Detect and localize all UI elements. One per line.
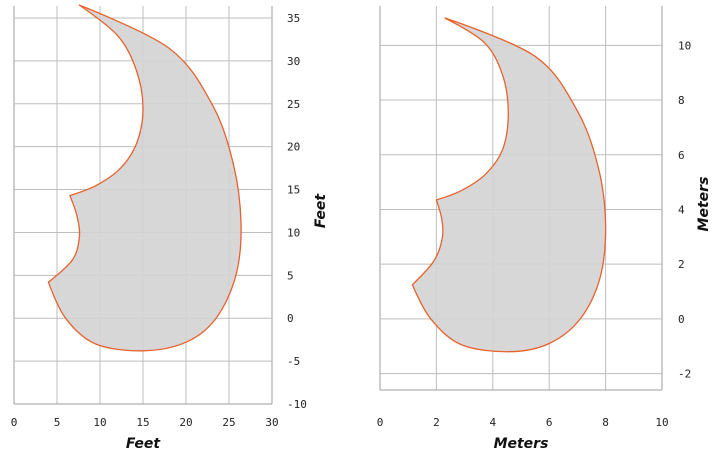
chart1-x-tick-label: 0 [11, 416, 18, 429]
chart1-shape-area [47, 4, 242, 352]
chart1-y-tick-label: -10 [287, 398, 307, 411]
chart1-y-tick-label: 15 [287, 184, 300, 197]
chart1-y-tick-label: 5 [287, 269, 294, 282]
chart2-x-tick-label: 10 [655, 416, 668, 429]
chart1-x-tick-label: 25 [222, 416, 235, 429]
chart2-y-axis-title: Meters [696, 177, 712, 232]
chart1-y-axis-title: Feet [313, 193, 329, 228]
chart2-shape-area [411, 17, 607, 353]
chart1-x-tick-label: 20 [179, 416, 192, 429]
chart2-x-tick-label: 8 [602, 416, 609, 429]
chart2-x-tick-label: 0 [377, 416, 384, 429]
chart2-x-tick-label: 4 [489, 416, 496, 429]
chart1-y-tick-label: 35 [287, 12, 300, 25]
chart2-x-tick-label: 2 [433, 416, 440, 429]
chart1-y-tick-label: 0 [287, 312, 294, 325]
chart1-x-tick-label: 15 [136, 416, 149, 429]
chart2-y-tick-label: 6 [678, 149, 685, 162]
chart1-y-tick-label: 20 [287, 141, 300, 154]
chart2-y-tick-label: 0 [678, 313, 685, 326]
chart1-y-tick-label: 10 [287, 226, 300, 239]
chart1-x-tick-label: 5 [54, 416, 61, 429]
chart1-x-tick-label: 10 [93, 416, 106, 429]
chart2-y-tick-label: 8 [678, 94, 685, 107]
chart2-y-tick-label: 2 [678, 258, 685, 271]
chart2-y-tick-label: -2 [678, 368, 691, 381]
chart2-y-tick-label: 10 [678, 39, 691, 52]
chart1-y-tick-label: -5 [287, 355, 300, 368]
chart1-x-tick-label: 30 [265, 416, 278, 429]
chart2-y-tick-label: 4 [678, 203, 685, 216]
chart2-x-tick-label: 6 [546, 416, 553, 429]
chart2-x-axis-title: Meters [494, 436, 549, 452]
chart1-x-axis-title: Feet [126, 436, 161, 452]
chart1-y-tick-label: 30 [287, 55, 300, 68]
chart1-y-tick-label: 25 [287, 98, 300, 111]
